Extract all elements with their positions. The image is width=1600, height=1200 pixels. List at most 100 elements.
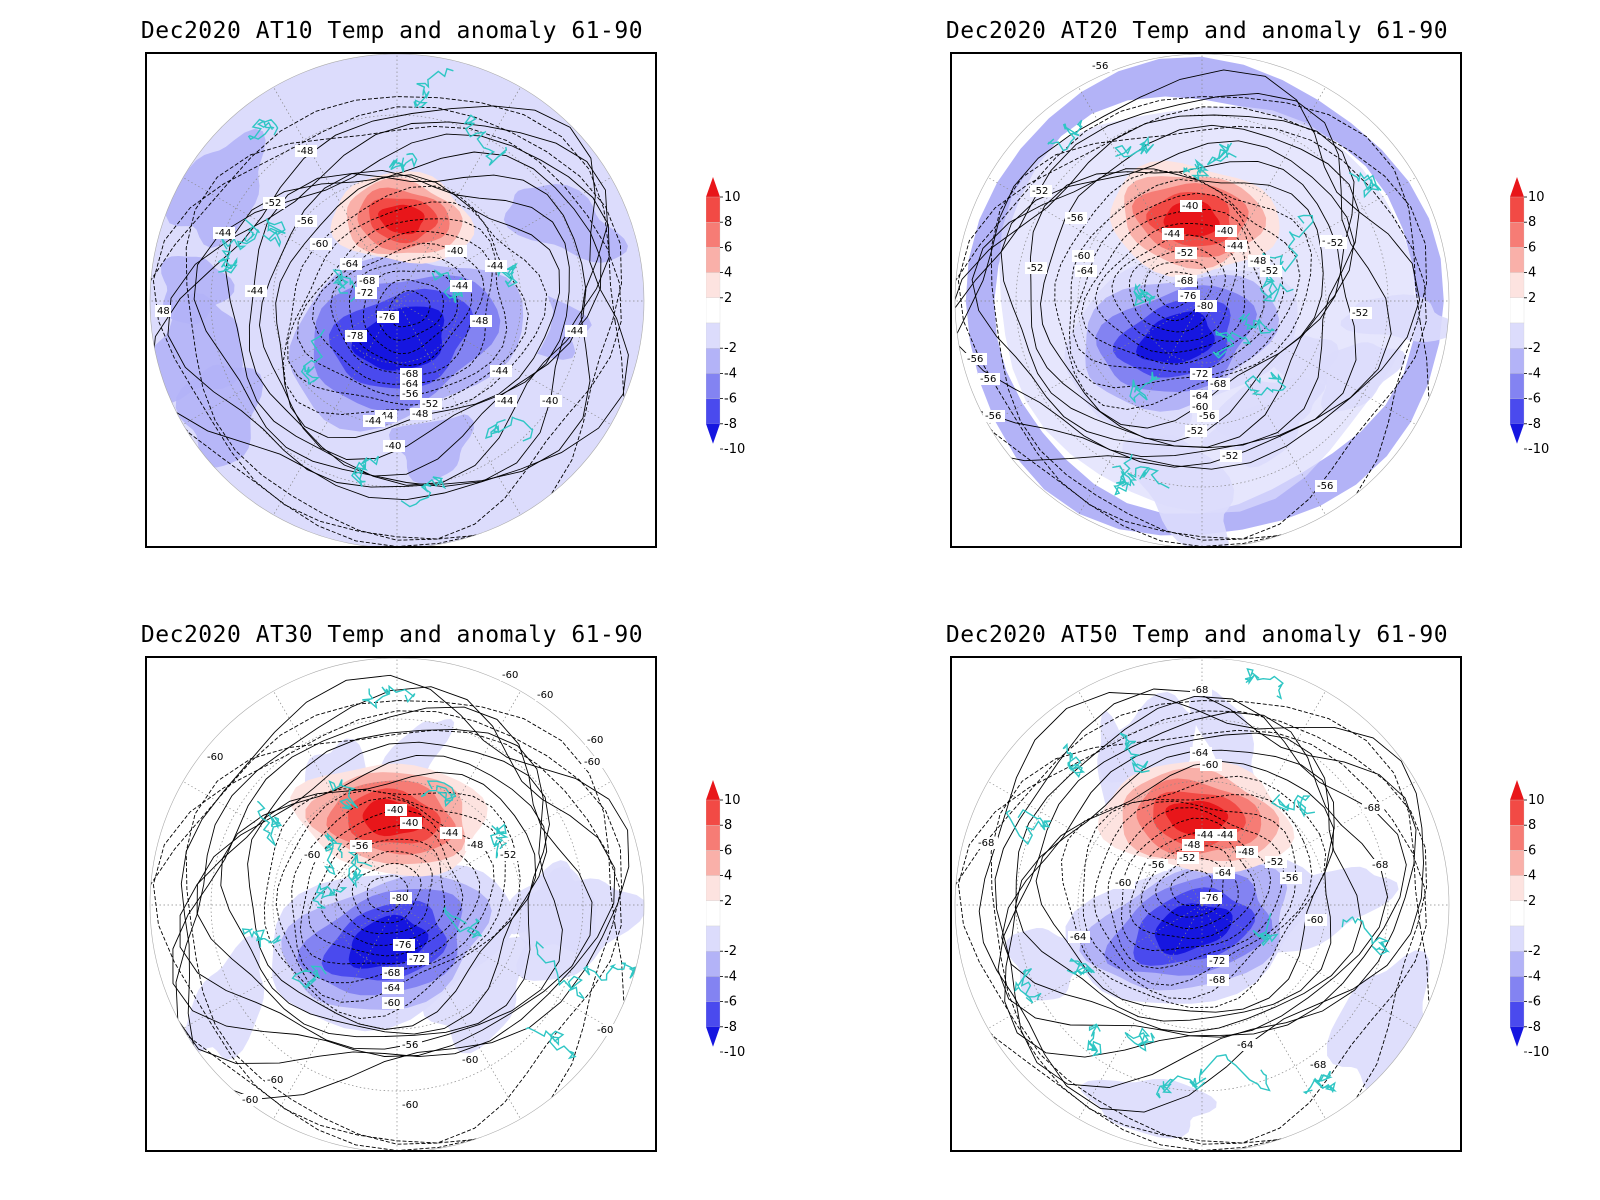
contour-label: -56 <box>985 411 1001 422</box>
colorbar-label: -6 <box>724 392 737 407</box>
contour-label: -52 <box>500 850 516 861</box>
coastline <box>262 218 286 248</box>
coastlines <box>1047 119 1382 496</box>
cold-anomaly <box>1136 311 1215 364</box>
contour-label: -64 <box>342 259 358 270</box>
coastline <box>1005 808 1052 846</box>
panel-title: Dec2020 AT10 Temp and anomaly 61-90 <box>140 18 644 44</box>
contour-label: -80 <box>1197 301 1213 312</box>
coastline <box>535 940 585 1000</box>
contour-label: -60 <box>502 670 518 681</box>
contour-label: -56 <box>980 374 996 385</box>
contour-label: -64 <box>1192 748 1208 759</box>
isotherm <box>308 824 464 957</box>
contour-label: -64 <box>1237 1040 1253 1051</box>
isotherm <box>275 174 560 438</box>
colorbar-swatch <box>705 925 721 952</box>
isotherm <box>1004 695 1407 1058</box>
isotherm <box>220 754 548 1035</box>
coastline <box>388 152 418 173</box>
contour-label: -56 <box>402 1040 418 1051</box>
map-canvas: -48-44-52-56-44-60-64-68-72-76-78-44-40-… <box>149 54 645 546</box>
colorbar-legend: 10 8 6 4 2 -2 -4 -6 -8 -10 <box>705 778 786 1068</box>
colorbar-label: 4 <box>1528 869 1536 884</box>
contour-label: 48 <box>157 306 170 317</box>
warm-anomaly <box>1165 800 1229 837</box>
colorbar-label: -4 <box>724 969 737 984</box>
colorbar-label: -8 <box>1528 1020 1541 1035</box>
contour-label: -76 <box>1180 291 1196 302</box>
coastline <box>1062 742 1086 778</box>
polar-map: -56 -52 -56 -52 -60 -64 -40 -40 -44 -44 -48 -52 -52-… <box>950 52 1462 548</box>
anomaly-patch <box>422 936 528 1054</box>
isotherm <box>179 728 563 1050</box>
coastline <box>300 329 325 385</box>
contour-label: -68 <box>1177 276 1193 287</box>
colorbar-label: -2 <box>1528 944 1541 959</box>
contour-label: -48 <box>1238 847 1254 858</box>
coastline <box>1133 283 1156 307</box>
colorbar-swatch <box>1509 976 1525 1002</box>
coastline <box>431 269 466 304</box>
coastline <box>1244 667 1284 700</box>
isotherm <box>330 242 485 376</box>
anomaly-patch <box>1122 434 1235 546</box>
coastline <box>221 218 261 251</box>
isotherm <box>990 125 1427 541</box>
coastline <box>332 269 358 303</box>
contour-label: -48 <box>412 409 428 420</box>
contour-label: -60 <box>1307 915 1323 926</box>
contour-label: -40 <box>447 246 463 257</box>
anomaly-patch <box>1340 294 1449 342</box>
coastline <box>241 928 281 948</box>
contour-label: -60 <box>1202 760 1218 771</box>
colorbar-swatch <box>705 247 721 273</box>
colorbar-swatch <box>1509 799 1525 826</box>
contour-label: -44 <box>567 326 583 337</box>
colorbar-legend: 10 8 6 4 2 -2 -4 -6 -8 -10 <box>1509 778 1590 1068</box>
isotherm <box>955 114 1357 458</box>
isotherm <box>225 151 602 486</box>
contour-label: -44 <box>1227 241 1243 252</box>
colorbar-arrow-down <box>706 423 720 444</box>
contour-label: -48 <box>467 840 483 851</box>
contour-label: -60 <box>402 1100 418 1111</box>
coastline <box>1047 119 1083 152</box>
colorbar-label: 2 <box>724 291 732 306</box>
contour-label: -68 <box>1364 803 1380 814</box>
contour-label: -60 <box>207 752 223 763</box>
isotherm <box>320 838 446 946</box>
contour-label: -68 <box>1209 975 1225 986</box>
coastline <box>463 114 508 166</box>
temperature-contours <box>150 674 630 1150</box>
colorbar-arrow-down <box>706 1026 720 1047</box>
contour-label: -72 <box>357 288 373 299</box>
cold-anomaly <box>351 306 445 371</box>
contour-label: -52 <box>1187 426 1203 437</box>
isotherm <box>997 711 1388 1038</box>
panel-title: Dec2020 AT20 Temp and anomaly 61-90 <box>945 18 1449 44</box>
isotherm <box>167 121 608 488</box>
isotherm <box>335 850 433 935</box>
colorbar-label: -10 <box>1528 442 1549 457</box>
anomaly-patch <box>389 409 474 484</box>
colorbar-label: -8 <box>724 417 737 432</box>
colorbar-swatch <box>1509 222 1525 248</box>
contour-label: -52 <box>1352 308 1368 319</box>
contour-label: -72 <box>1209 956 1225 967</box>
anomaly-patch <box>1080 1079 1217 1139</box>
colorbar-label: -4 <box>724 366 737 381</box>
colorbar-label: 8 <box>1528 818 1536 833</box>
colorbar-label: 8 <box>724 818 732 833</box>
contour-label: -60 <box>384 998 400 1009</box>
coastline <box>256 800 283 847</box>
colorbar-label: -2 <box>724 341 737 356</box>
coastline <box>1270 794 1316 818</box>
contour-label: -44 <box>492 366 508 377</box>
contour-label: -56 <box>1092 61 1108 72</box>
contour-label: -44 <box>365 416 381 427</box>
isotherm <box>185 729 622 1145</box>
coastline <box>1113 453 1135 496</box>
panel-title: Dec2020 AT50 Temp and anomaly 61-90 <box>945 622 1449 648</box>
isotherm <box>971 124 1360 449</box>
